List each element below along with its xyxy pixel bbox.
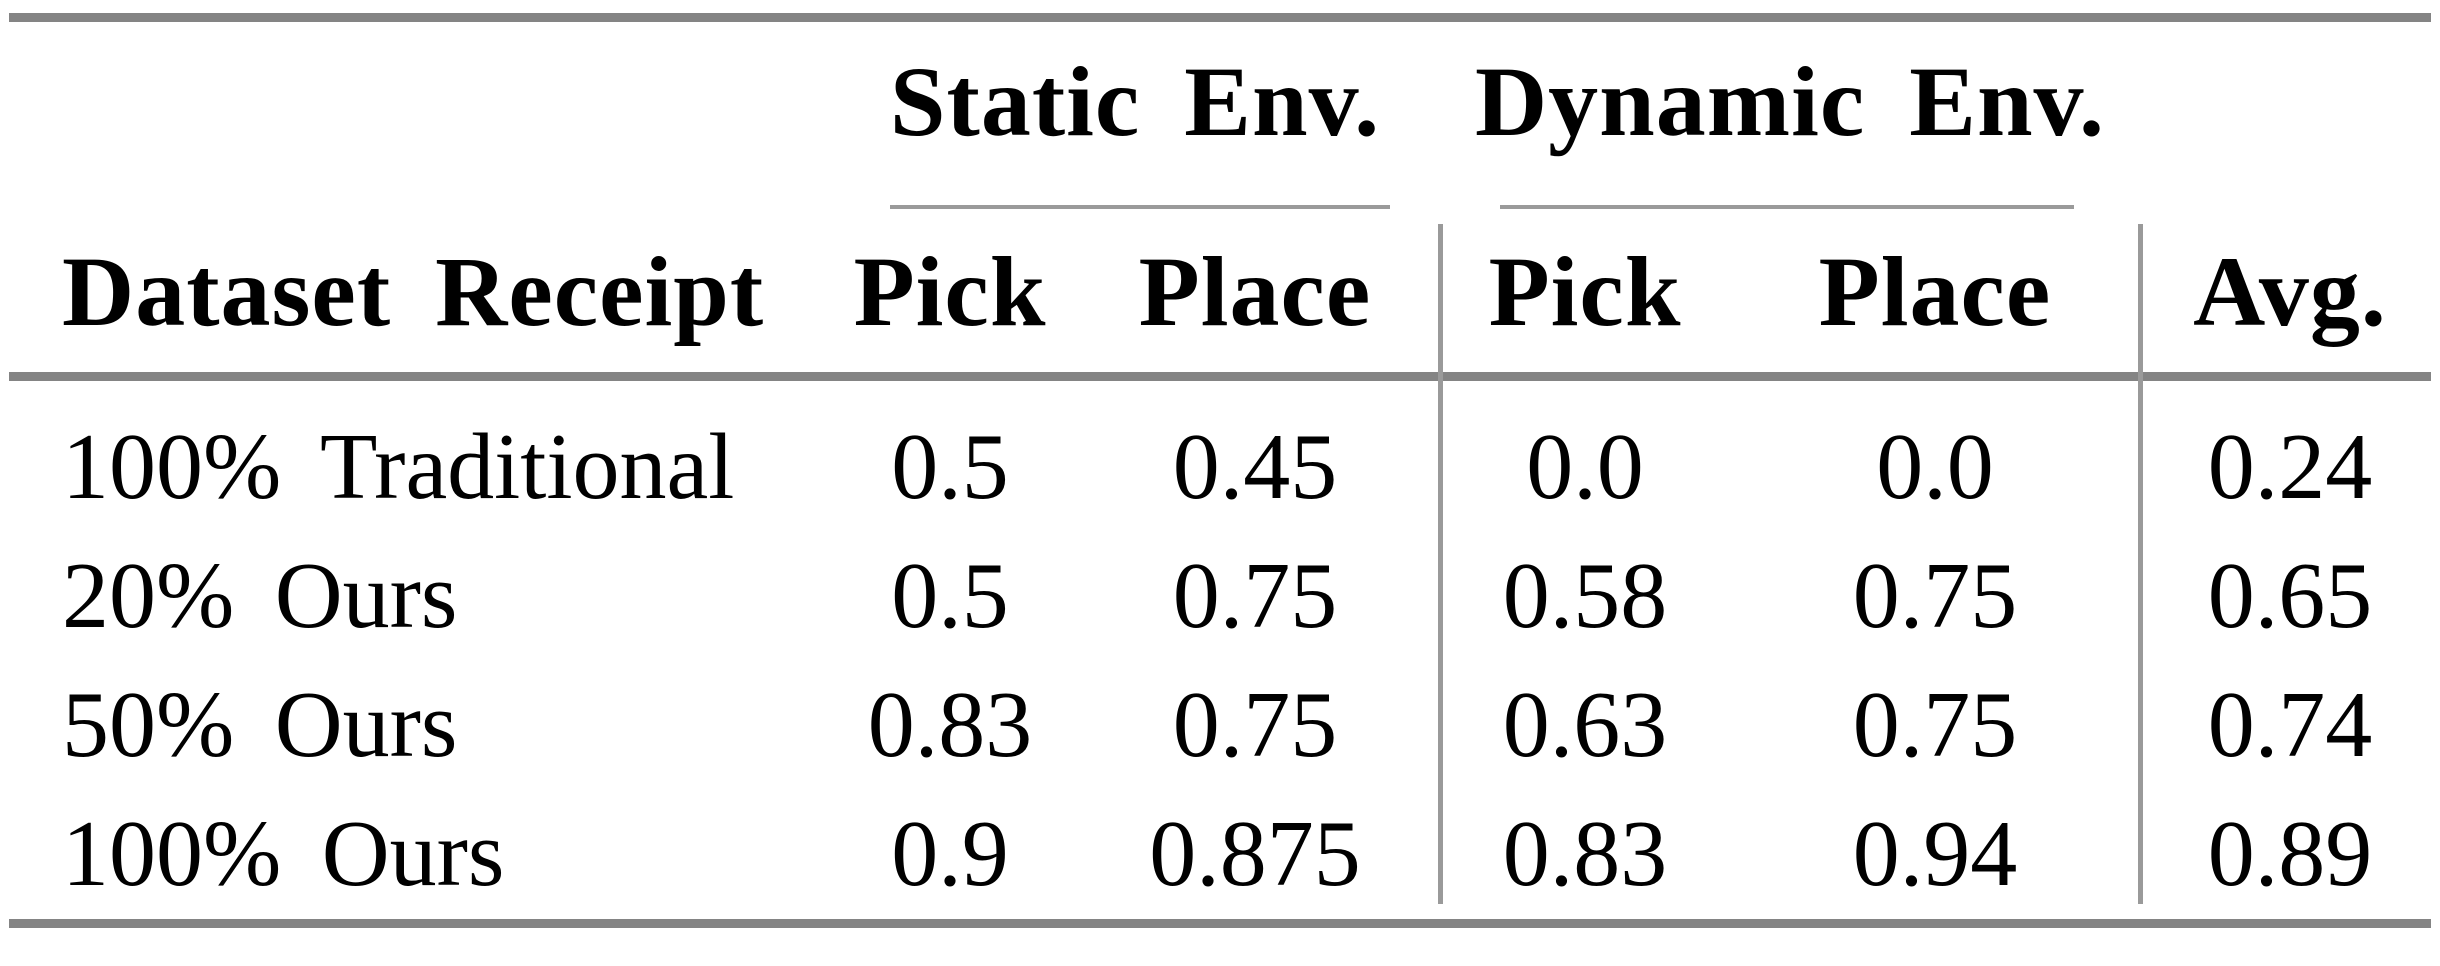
static-env-label: Static Env. [889,46,1381,157]
cell-static-pick: 0.5 [891,414,1009,519]
cell-static-place: 0.45 [1172,414,1338,519]
header-avg: Avg. [2193,236,2387,347]
cell-dynamic-place: 0.0 [1876,414,1994,519]
cell-avg: 0.89 [2207,802,2373,907]
column-group-header-row: Static Env. Dynamic Env. [0,22,2440,212]
header-static-place: Place [1138,236,1372,347]
group-spacer-left [0,22,830,212]
group-header-dynamic-env: Dynamic Env. [1440,22,2140,212]
header-dataset-receipt: Dataset Receipt [62,236,765,347]
cell-dynamic-pick: 0.83 [1502,802,1668,907]
row-label: 20% Ours [62,543,458,648]
cell-static-pick: 0.83 [867,673,1033,778]
cell-dynamic-pick: 0.58 [1502,543,1668,648]
cell-dynamic-place: 0.94 [1852,802,2018,907]
header-dynamic-place: Place [1818,236,2052,347]
cell-static-place: 0.75 [1172,543,1338,648]
dynamic-env-underline [1500,205,2074,209]
table-body: 100% Traditional 0.5 0.45 0.0 0.0 0.24 2… [0,388,2440,919]
vertical-separator-static-dynamic [1438,224,1443,904]
cell-avg: 0.65 [2207,543,2373,648]
cell-dynamic-pick: 0.0 [1526,414,1644,519]
column-header-row: Dataset Receipt Pick Place Pick Place Av… [0,212,2440,372]
cell-avg: 0.24 [2207,414,2373,519]
row-label: 50% Ours [62,673,458,778]
group-spacer-right [2140,22,2440,212]
vertical-separator-dynamic-avg [2138,224,2143,904]
header-static-pick: Pick [853,236,1047,347]
row-label: 100% Traditional [62,414,735,519]
cell-static-pick: 0.9 [891,802,1009,907]
table-bottom-rule [9,919,2431,928]
cell-static-place: 0.75 [1172,673,1338,778]
header-dynamic-pick: Pick [1488,236,1682,347]
group-header-static-env: Static Env. [830,22,1440,212]
cell-dynamic-pick: 0.63 [1502,673,1668,778]
cell-avg: 0.74 [2207,673,2373,778]
table-top-rule [9,13,2431,22]
static-env-underline [890,205,1390,209]
cell-dynamic-place: 0.75 [1852,673,2018,778]
cell-static-pick: 0.5 [891,543,1009,648]
dynamic-env-label: Dynamic Env. [1474,46,2106,157]
cell-static-place: 0.875 [1149,802,1361,907]
cell-dynamic-place: 0.75 [1852,543,2018,648]
table-mid-rule [9,372,2431,381]
row-label: 100% Ours [62,802,505,907]
